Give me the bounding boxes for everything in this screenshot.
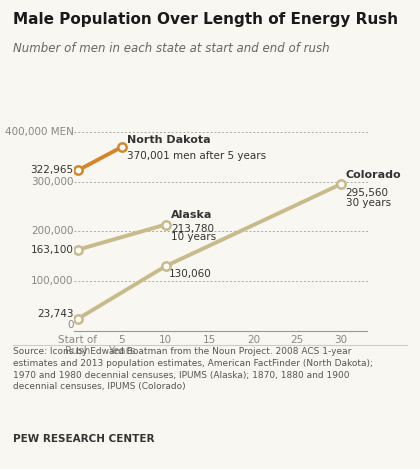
Text: 0: 0: [67, 320, 74, 330]
Text: 23,743: 23,743: [37, 309, 74, 319]
Text: 200,000: 200,000: [31, 227, 74, 236]
Text: 300,000: 300,000: [31, 177, 74, 187]
Text: Source: Icons by Edward Boatman from the Noun Project. 2008 ACS 1-year
estimates: Source: Icons by Edward Boatman from the…: [13, 347, 373, 392]
Text: Number of men in each state at start and end of rush: Number of men in each state at start and…: [13, 42, 329, 55]
Text: 322,965: 322,965: [30, 166, 74, 175]
Text: 130,060: 130,060: [169, 269, 212, 279]
Text: Male Population Over Length of Energy Rush: Male Population Over Length of Energy Ru…: [13, 12, 398, 27]
Text: Alaska: Alaska: [171, 210, 212, 219]
Text: PEW RESEARCH CENTER: PEW RESEARCH CENTER: [13, 434, 154, 444]
Text: 400,000 MEN: 400,000 MEN: [5, 127, 74, 137]
Text: 213,780: 213,780: [171, 224, 214, 234]
Text: 10 years: 10 years: [171, 232, 216, 242]
Text: 295,560: 295,560: [346, 188, 388, 198]
Text: North Dakota: North Dakota: [127, 135, 211, 145]
Text: 100,000: 100,000: [31, 276, 74, 286]
Text: 163,100: 163,100: [31, 245, 74, 255]
Text: 370,001 men after 5 years: 370,001 men after 5 years: [127, 151, 266, 161]
Text: Colorado: Colorado: [346, 170, 401, 180]
Text: 30 years: 30 years: [346, 198, 391, 208]
